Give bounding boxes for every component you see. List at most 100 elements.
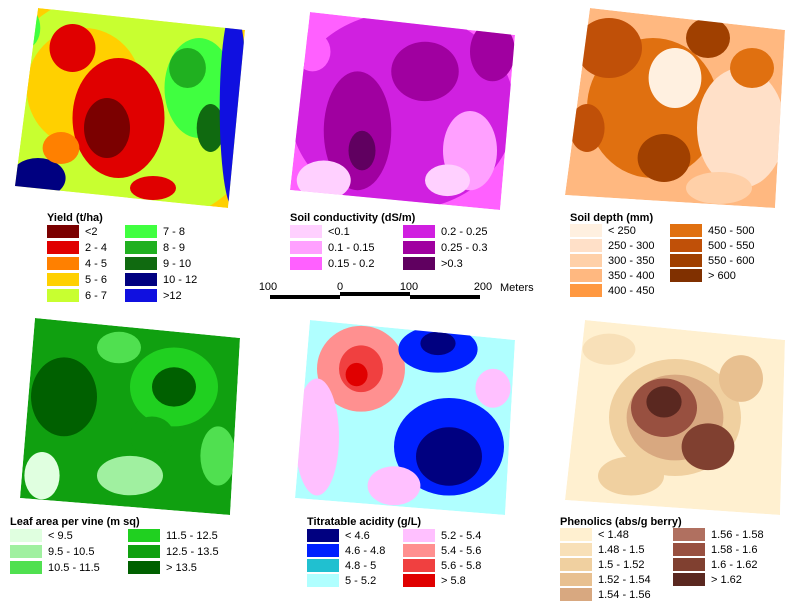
legend-label: 0.1 - 0.15 (328, 242, 374, 254)
legend-swatch (560, 543, 592, 556)
legend-label: > 13.5 (166, 562, 197, 574)
map-zone (297, 161, 351, 201)
scale-bar: 100 0 100 200 Meters (259, 281, 534, 299)
legend-swatch (570, 284, 602, 297)
legend-swatch (307, 544, 339, 557)
legend-swatch (670, 269, 702, 282)
legend-label: 1.5 - 1.52 (598, 559, 644, 571)
legend-title: Leaf area per vine (m sq) (10, 516, 140, 528)
legend-label: < 9.5 (48, 530, 73, 542)
legend-swatch (10, 561, 42, 574)
legend-label: 250 - 300 (608, 240, 654, 252)
scale-label: 100 (400, 281, 418, 293)
legend-swatch (10, 529, 42, 542)
legend-swatch (403, 529, 435, 542)
legend-swatch (290, 257, 322, 270)
map-zone (569, 104, 604, 152)
map-zone (10, 158, 65, 198)
legend-swatch (403, 241, 435, 254)
map-panel: Phenolics (abs/g berry)< 1.481.48 - 1.51… (560, 320, 785, 601)
map-zone (391, 42, 459, 101)
legend-swatch (673, 528, 705, 541)
map-zone (697, 68, 785, 188)
scale-segment (410, 295, 480, 299)
legend-label: 0.15 - 0.2 (328, 258, 374, 270)
legend-swatch (125, 225, 157, 238)
legend-label: 1.6 - 1.62 (711, 559, 757, 571)
legend-swatch (570, 224, 602, 237)
legend-swatch (570, 239, 602, 252)
map (20, 318, 240, 515)
map-zone (13, 8, 41, 48)
map-zone (51, 381, 77, 413)
legend-label: 9 - 10 (163, 258, 191, 270)
legend-swatch (47, 241, 79, 254)
map-zone (24, 452, 59, 499)
map-zone (152, 367, 196, 406)
legend-swatch (670, 239, 702, 252)
legend-swatch (10, 545, 42, 558)
legend-label: 550 - 600 (708, 255, 754, 267)
map-zone (682, 423, 735, 470)
map-panel: Soil depth (mm)< 250 250 - 300 300 - 350 35… (565, 8, 785, 297)
legend-label: 4 - 5 (85, 258, 107, 270)
map-zone (130, 417, 174, 456)
map-zone (50, 24, 96, 72)
map-zone (130, 176, 176, 200)
legend-swatch (307, 574, 339, 587)
legend-swatch (673, 558, 705, 571)
map-zone (368, 466, 421, 505)
legend-title: Phenolics (abs/g berry) (560, 516, 682, 528)
legend-swatch (47, 289, 79, 302)
map-zone (169, 48, 206, 88)
legend-swatch (307, 529, 339, 542)
map-panel: Yield (t/ha)<22 - 44 - 55 - 66 - 77 - 88… (0, 0, 268, 302)
map-zone (646, 386, 681, 417)
map-zone (220, 8, 248, 208)
map (565, 8, 785, 208)
legend-title: Titratable acidity (g/L) (307, 516, 421, 528)
legend-label: < 250 (608, 225, 636, 237)
legend-swatch (290, 241, 322, 254)
map-zone (719, 355, 763, 402)
map (565, 320, 785, 515)
legend-title: Soil depth (mm) (570, 212, 653, 224)
map-zone (43, 132, 80, 164)
map (0, 0, 268, 228)
scale-label: 0 (337, 281, 343, 293)
legend-label: 4.6 - 4.8 (345, 545, 385, 557)
legend-label: 350 - 400 (608, 270, 654, 282)
map-zone (686, 18, 730, 58)
legend-label: 1.48 - 1.5 (598, 544, 644, 556)
legend-label: 0.25 - 0.3 (441, 242, 487, 254)
legend-label: 7 - 8 (163, 226, 185, 238)
legend-label: > 600 (708, 270, 736, 282)
legend-label: 9.5 - 10.5 (48, 546, 94, 558)
legend-label: 1.52 - 1.54 (598, 574, 651, 586)
legend-label: 1.54 - 1.56 (598, 589, 651, 601)
figure: 100 0 100 200 Meters Yield (t/ha)<22 - 4… (0, 0, 790, 608)
legend-swatch (670, 224, 702, 237)
legend-label: <2 (85, 226, 98, 238)
legend-label: > 1.62 (711, 574, 742, 586)
legend-swatch (403, 257, 435, 270)
legend-swatch (673, 573, 705, 586)
map-panel: Soil conductivity (dS/m)<0.10.1 - 0.150.… (290, 12, 515, 270)
legend-label: 8 - 9 (163, 242, 185, 254)
legend-label: 400 - 450 (608, 285, 654, 297)
legend-label: >0.3 (441, 258, 463, 270)
legend-label: 300 - 350 (608, 255, 654, 267)
legend-swatch (403, 574, 435, 587)
legend-label: 2 - 4 (85, 242, 107, 254)
map-zone (425, 164, 470, 196)
map-zone (470, 22, 515, 81)
legend-swatch (570, 254, 602, 267)
legend-swatch (403, 544, 435, 557)
legend-swatch (47, 273, 79, 286)
map-zone (730, 48, 774, 88)
map (290, 12, 515, 210)
map-zone (200, 426, 235, 485)
legend-swatch (47, 257, 79, 270)
legend-swatch (125, 289, 157, 302)
map (295, 320, 515, 515)
